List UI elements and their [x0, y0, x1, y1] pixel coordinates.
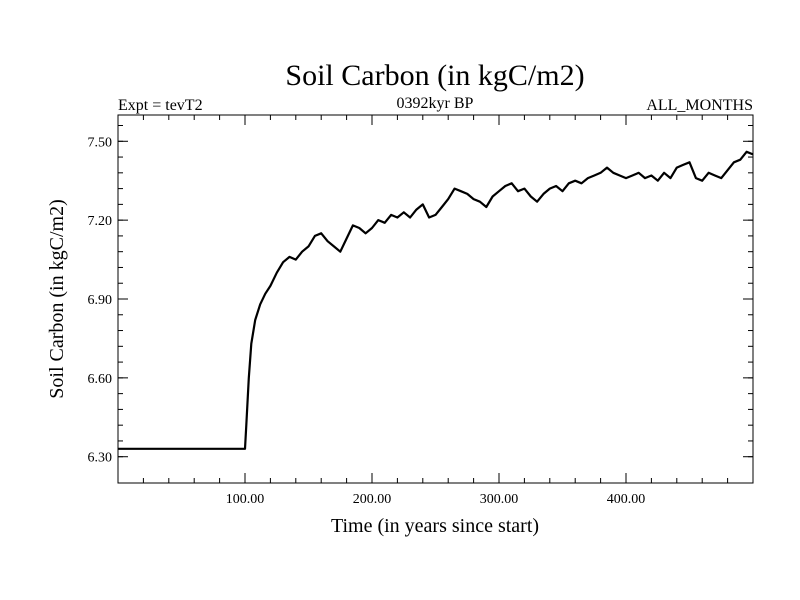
y-tick-label: 6.90	[88, 293, 113, 308]
series-layer	[118, 150, 754, 450]
soil-carbon-series-line	[118, 150, 754, 450]
plot-frame	[117, 114, 754, 484]
y-axis-title: Soil Carbon (in kgC/m2)	[46, 199, 68, 398]
period-label: 0392kyr BP	[397, 95, 474, 112]
chart-title: Soil Carbon (in kgC/m2)	[285, 59, 584, 92]
y-tick-label: 7.20	[88, 214, 113, 229]
months-label: ALL_MONTHS	[646, 97, 753, 114]
y-tick-label: 6.30	[88, 451, 113, 466]
x-tick-label: 200.00	[353, 492, 392, 507]
x-tick-label: 300.00	[480, 492, 519, 507]
x-tick-label: 100.00	[226, 492, 265, 507]
x-axis-title: Time (in years since start)	[331, 515, 539, 537]
ticks-layer	[118, 115, 753, 483]
tick-labels-layer: 100.00 200.00 300.00 400.00 6.30 6.60 6.90 7.20…	[88, 135, 646, 507]
x-tick-label: 400.00	[607, 492, 646, 507]
y-tick-label: 7.50	[88, 135, 113, 150]
y-tick-label: 6.60	[88, 372, 113, 387]
experiment-label: Expt = tevT2	[118, 97, 203, 114]
